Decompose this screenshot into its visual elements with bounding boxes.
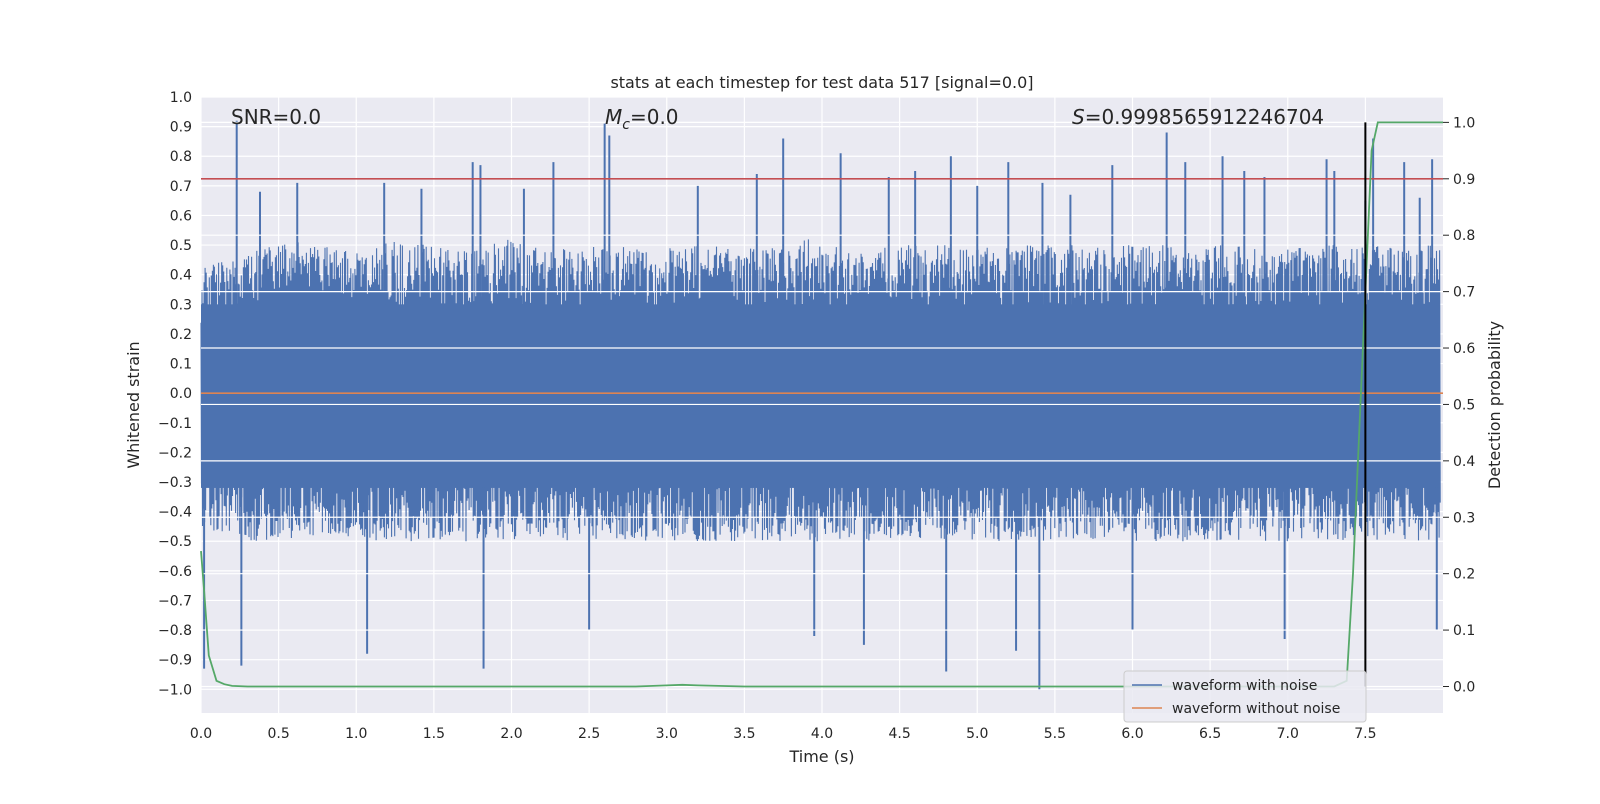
y-tick-label: 0.7 [170,179,192,195]
series-detection-probability [200,121,1443,688]
x-tick-label: 5.0 [966,726,988,742]
score-annotation: S=0.9998565912246704 [1072,105,1324,129]
x-tick-label: 6.5 [1199,726,1221,742]
y-tick-label: 0.8 [170,149,192,165]
y2-tick-label: 0.7 [1453,285,1475,301]
x-tick-label: 2.5 [578,726,600,742]
y2-tick-label: 0.2 [1453,567,1475,583]
y-tick-label: 0.3 [170,297,192,313]
series-waveform-with-noise [200,120,1441,690]
noise-core-band [201,304,1439,488]
y2-tick-label: 0.3 [1453,510,1475,526]
x-tick-label: 1.5 [423,726,445,742]
y2-axis-ticks: 1.0 0.9 0.8 0.7 0.6 0.5 0.4 0.3 0.2 0.1 0.0 [1443,115,1475,695]
mc-value: =0.0 [630,105,679,129]
x-tick-label: 7.0 [1277,726,1299,742]
x-tick-label: 0.5 [267,726,289,742]
x-axis-label: Time (s) [788,747,854,766]
legend: waveform with noise waveform without noi… [1123,670,1367,723]
y-tick-label: 0.4 [170,268,192,284]
y-tick-label: −0.4 [158,505,192,521]
y2-tick-label: 1.0 [1453,115,1475,131]
y2-tick-label: 0.5 [1453,397,1475,413]
y-tick-label: 0.0 [170,386,192,402]
y-tick-label: 0.5 [170,238,192,254]
x-tick-label: 3.0 [656,726,678,742]
y-tick-label: −0.9 [158,653,192,669]
y2-tick-label: 0.9 [1453,172,1475,188]
y-tick-label: −0.8 [158,623,192,639]
y-tick-label: 1.0 [170,90,192,106]
x-tick-label: 6.0 [1121,726,1143,742]
x-tick-label: 4.0 [811,726,833,742]
y-axis-label: Whitened strain [124,341,143,468]
x-tick-label: 5.5 [1044,726,1066,742]
y2-tick-label: 0.1 [1453,623,1475,639]
snr-annotation: SNR=0.0 [231,105,321,129]
chirp-mass-annotation: Mc=0.0 [605,105,679,133]
x-tick-label: 2.0 [500,726,522,742]
x-tick-label: 1.0 [345,726,367,742]
y-tick-label: −0.5 [158,534,192,550]
x-axis-ticks: 0.0 0.5 1.0 1.5 2.0 2.5 3.0 3.5 4.0 4.5 5.0 5.5 6.0 6… [190,726,1377,742]
y-tick-label: −1.0 [158,682,192,698]
y-tick-label: −0.2 [158,445,192,461]
overlay [200,121,1443,688]
y-tick-label: 0.9 [170,120,192,136]
legend-label-clean: waveform without noise [1172,701,1340,717]
x-tick-label: 3.5 [733,726,755,742]
s-symbol: S [1072,105,1085,129]
x-tick-label: 0.0 [190,726,212,742]
s-value: =0.9998565912246704 [1085,105,1324,129]
legend-label-noise: waveform with noise [1172,678,1317,694]
y-tick-label: 0.6 [170,208,192,224]
y-tick-label: −0.7 [158,593,192,609]
mc-symbol: M [605,105,622,129]
y2-tick-label: 0.4 [1453,454,1475,470]
y2-tick-label: 0.0 [1453,679,1475,695]
x-tick-label: 4.5 [888,726,910,742]
chart-title: stats at each timestep for test data 517… [610,73,1033,92]
y2-tick-label: 0.8 [1453,228,1475,244]
y-tick-label: 0.1 [170,357,192,373]
y-tick-label: −0.1 [158,416,192,432]
y2-tick-label: 0.6 [1453,341,1475,357]
y-axis-ticks: 1.0 0.9 0.8 0.7 0.6 0.5 0.4 0.3 0.2 0.1 0.0 −0.1 −0.… [158,90,192,698]
y-tick-label: −0.6 [158,564,192,580]
y-tick-label: 0.2 [170,327,192,343]
y2-axis-label: Detection probability [1485,321,1504,489]
mc-subscript: c [622,117,630,133]
x-tick-label: 7.5 [1354,726,1376,742]
legend-box [1123,670,1367,723]
y-tick-label: −0.3 [158,475,192,491]
